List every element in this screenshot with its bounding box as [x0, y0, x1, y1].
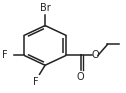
Text: O: O: [77, 72, 85, 82]
Text: F: F: [33, 77, 39, 87]
Text: O: O: [91, 50, 99, 60]
Text: Br: Br: [40, 3, 51, 13]
Text: F: F: [2, 50, 7, 60]
